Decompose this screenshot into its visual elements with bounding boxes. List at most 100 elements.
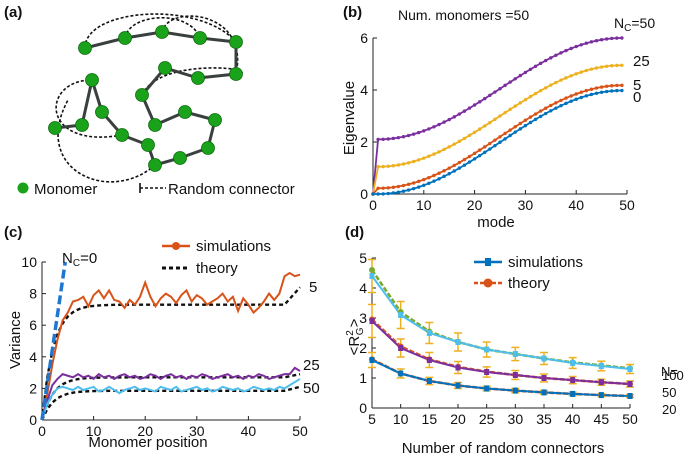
eigen-point	[391, 136, 396, 141]
x-tick-label: 40	[568, 197, 584, 213]
eigen-point	[513, 104, 517, 108]
x-tick-label: 10	[393, 411, 409, 427]
rg-sim-point	[426, 357, 432, 363]
eigen-point	[615, 83, 619, 88]
eigen-line-nc-5	[372, 84, 622, 195]
variance-theory-nc-25	[40, 373, 301, 421]
chart-c-curve-labels: 5 25 50	[303, 279, 320, 397]
connector-2	[161, 15, 239, 75]
connector-0	[84, 13, 237, 49]
eigen-point	[396, 135, 401, 140]
chart-c-series	[40, 261, 301, 421]
eigen-point	[411, 132, 416, 136]
rg-theory-point	[369, 267, 375, 273]
eigen-point	[462, 163, 467, 167]
eigen-point	[457, 112, 462, 116]
rg-label-n-100: 100	[662, 368, 684, 383]
panel-a: (a) Monomer Random connector	[4, 4, 295, 198]
eigen-point	[477, 127, 482, 131]
variance-label-25: 25	[303, 357, 320, 374]
eigen-point	[584, 88, 589, 93]
eigen-point	[528, 120, 533, 125]
eigen-point	[483, 145, 487, 149]
eigen-point	[564, 76, 568, 80]
y-tick-label: 4	[360, 82, 368, 98]
rg-sim-point	[369, 318, 375, 324]
eigen-point	[447, 145, 451, 149]
rg-sim-point	[627, 381, 633, 387]
panel-c: (c) 0 10 20 30 40 50 0 2 4 6 8 10 5 25 50 simulations…	[4, 224, 320, 451]
rg-sim-point	[570, 390, 576, 397]
eigen-point	[498, 87, 502, 91]
rg-sim-point	[455, 382, 461, 389]
eigen-point	[427, 181, 431, 186]
eigen-point	[401, 183, 406, 188]
rg-sim-point	[512, 372, 518, 378]
variance-theory-nc-50	[40, 385, 301, 421]
rg-sim-point	[598, 363, 604, 369]
eigen-point	[396, 190, 401, 194]
x-tick-label: 35	[536, 411, 552, 427]
eigen-point	[371, 192, 375, 196]
eigen-point	[544, 86, 548, 90]
eigen-point	[427, 127, 431, 131]
eigen-point	[483, 96, 487, 101]
x-tick-label: 30	[189, 423, 205, 439]
eigen-point	[406, 133, 411, 138]
eigen-point	[396, 163, 401, 167]
eigen-point	[538, 114, 543, 119]
eigen-point	[574, 97, 578, 101]
eigen-point	[498, 140, 502, 144]
eigen-point	[401, 162, 406, 166]
eigen-point	[538, 109, 543, 113]
rg-sim-point	[512, 387, 518, 394]
monomer-6	[191, 71, 205, 85]
legend-monomer-marker	[17, 182, 29, 194]
eigen-point	[386, 164, 390, 168]
eigen-line-nc-50	[372, 37, 622, 195]
eigen-point	[498, 114, 502, 118]
eigen-point	[610, 36, 614, 41]
eigen-label-nc-5: 5	[633, 77, 641, 94]
eigen-point	[503, 131, 507, 136]
eigen-point	[604, 89, 609, 94]
eigen-point	[381, 186, 385, 190]
eigen-point	[564, 96, 568, 100]
rg-sim-n-20	[371, 359, 631, 397]
chart-d-legend-theory-label: theory	[508, 275, 550, 292]
y-tick-label: 5	[359, 250, 367, 266]
x-tick-label: 50	[619, 197, 635, 213]
eigen-point	[599, 85, 604, 89]
x-tick-label: 30	[518, 197, 534, 213]
monomer-0	[78, 41, 92, 55]
rg-sim-point	[455, 339, 461, 345]
eigen-point	[610, 84, 614, 88]
rg-sim-n-100	[371, 275, 631, 370]
eigen-point	[620, 63, 624, 67]
eigen-point	[594, 86, 599, 90]
monomer-13	[173, 151, 187, 165]
rg-sim-point	[426, 330, 432, 336]
eigen-point	[610, 89, 614, 93]
eigen-point	[579, 90, 583, 94]
eigen-point	[417, 158, 421, 162]
eigen-point	[549, 83, 553, 87]
eigen-point	[549, 103, 553, 108]
rg-sim-point	[541, 355, 547, 362]
eigen-point	[523, 123, 528, 128]
eigen-point	[483, 124, 487, 128]
eigen-label-nc-50: NC=50	[614, 15, 655, 34]
eigen-point	[498, 135, 502, 139]
monomer-2	[155, 25, 169, 39]
chart-c-legend-sim-label: simulations	[196, 238, 271, 255]
eigen-point	[406, 182, 411, 187]
rg-sim-point	[627, 393, 633, 399]
x-tick-label: 20	[450, 411, 466, 427]
eigen-line-nc-0	[373, 89, 622, 195]
monomer-15	[141, 138, 155, 152]
rg-sim-n-50	[371, 320, 631, 385]
chart-c-legend-sim-marker	[172, 242, 180, 250]
eigen-point	[376, 192, 380, 196]
eigen-point	[442, 169, 446, 173]
